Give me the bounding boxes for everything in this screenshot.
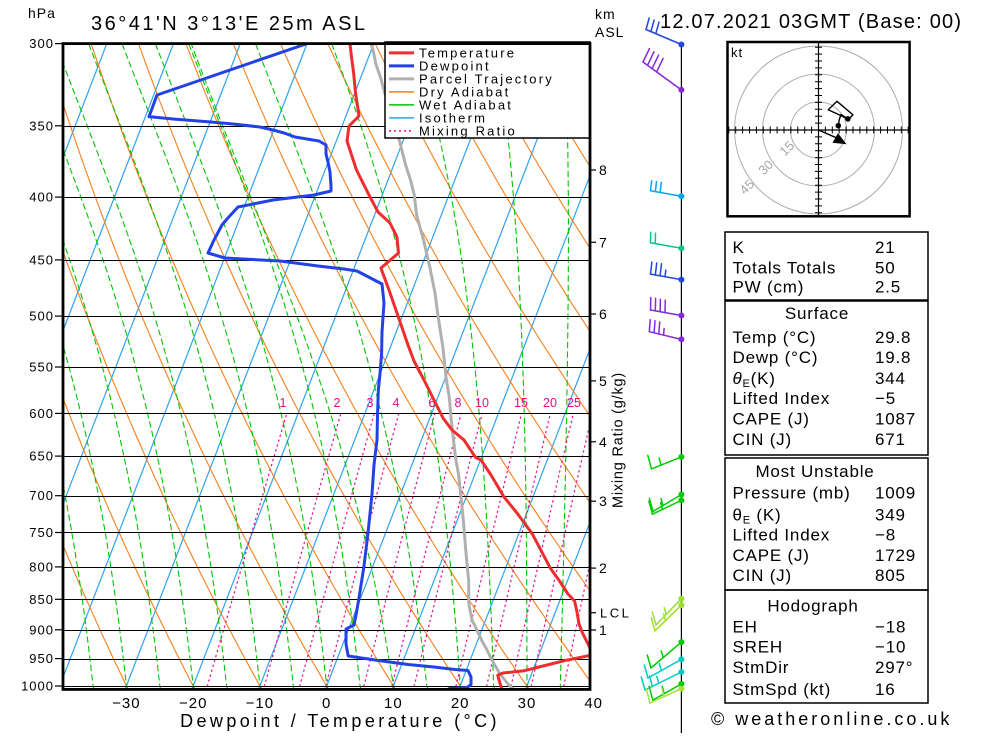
svg-text:950: 950: [29, 651, 54, 666]
svg-text:kt: kt: [731, 45, 743, 60]
svg-text:10: 10: [475, 396, 489, 410]
svg-text:450: 450: [29, 252, 54, 267]
svg-text:0: 0: [322, 695, 331, 712]
svg-text:3: 3: [367, 396, 374, 410]
svg-text:650: 650: [29, 449, 54, 464]
svg-text:30: 30: [518, 695, 537, 712]
svg-text:hPa: hPa: [28, 5, 56, 21]
svg-text:−10: −10: [246, 695, 274, 712]
svg-text:500: 500: [29, 309, 54, 324]
svg-text:344: 344: [875, 369, 906, 388]
svg-text:10: 10: [384, 695, 403, 712]
svg-text:CIN (J): CIN (J): [733, 566, 792, 585]
svg-text:SREH: SREH: [733, 638, 783, 657]
svg-text:1: 1: [599, 622, 607, 638]
svg-text:CIN (J): CIN (J): [733, 430, 792, 449]
svg-text:600: 600: [29, 406, 54, 421]
svg-text:ASL: ASL: [595, 24, 624, 40]
svg-text:350: 350: [29, 118, 54, 133]
svg-text:−10: −10: [875, 638, 906, 657]
svg-text:15: 15: [514, 396, 528, 410]
svg-text:Totals Totals: Totals Totals: [733, 259, 837, 278]
svg-text:750: 750: [29, 525, 54, 540]
svg-text:1729: 1729: [875, 546, 916, 565]
svg-text:Mixing Ratio (g/kg): Mixing Ratio (g/kg): [611, 372, 627, 508]
svg-text:LCL: LCL: [600, 606, 631, 621]
svg-text:4: 4: [599, 434, 607, 450]
svg-text:1000: 1000: [21, 679, 54, 694]
svg-text:300: 300: [29, 36, 54, 51]
svg-text:8: 8: [599, 162, 607, 178]
svg-text:θE (K): θE (K): [733, 506, 782, 527]
svg-text:km: km: [595, 6, 616, 22]
svg-text:CAPE (J): CAPE (J): [733, 546, 810, 565]
svg-text:Lifted Index: Lifted Index: [733, 526, 831, 545]
svg-text:2: 2: [599, 560, 607, 576]
svg-text:6: 6: [599, 306, 607, 322]
svg-text:349: 349: [875, 506, 906, 525]
svg-text:Lifted Index: Lifted Index: [733, 389, 831, 408]
svg-text:12.07.2021 03GMT (Base: 00): 12.07.2021 03GMT (Base: 00): [660, 11, 962, 33]
svg-text:16: 16: [875, 680, 896, 699]
svg-text:StmDir: StmDir: [733, 658, 790, 677]
svg-text:400: 400: [29, 190, 54, 205]
svg-text:21: 21: [875, 238, 896, 257]
svg-text:40: 40: [584, 695, 603, 712]
svg-text:36°41'N 3°13'E 25m ASL: 36°41'N 3°13'E 25m ASL: [91, 13, 368, 35]
svg-text:Dewpoint / Temperature (°C): Dewpoint / Temperature (°C): [180, 711, 500, 731]
svg-text:1009: 1009: [875, 484, 916, 503]
svg-text:3: 3: [599, 493, 607, 509]
svg-text:20: 20: [451, 695, 470, 712]
svg-text:25: 25: [567, 396, 581, 410]
svg-text:Hodograph: Hodograph: [767, 596, 858, 615]
svg-text:Mixing Ratio: Mixing Ratio: [419, 123, 517, 138]
svg-text:671: 671: [875, 430, 906, 449]
svg-text:Pressure (mb): Pressure (mb): [733, 484, 851, 503]
svg-text:PW (cm): PW (cm): [733, 278, 805, 297]
svg-text:700: 700: [29, 488, 54, 503]
svg-text:StmSpd (kt): StmSpd (kt): [733, 680, 832, 699]
svg-text:© weatheronline.co.uk: © weatheronline.co.uk: [711, 709, 952, 729]
svg-text:805: 805: [875, 566, 906, 585]
svg-text:θE(K): θE(K): [733, 369, 776, 390]
svg-text:K: K: [733, 238, 745, 257]
svg-text:8: 8: [455, 396, 462, 410]
svg-text:Temp (°C): Temp (°C): [733, 328, 817, 347]
svg-text:CAPE (J): CAPE (J): [733, 410, 810, 429]
svg-text:−5: −5: [875, 389, 896, 408]
svg-text:800: 800: [29, 559, 54, 574]
svg-text:1: 1: [280, 396, 287, 410]
svg-text:EH: EH: [733, 618, 758, 637]
svg-text:550: 550: [29, 360, 54, 375]
svg-text:297°: 297°: [875, 658, 913, 677]
svg-text:7: 7: [599, 234, 607, 250]
svg-text:−30: −30: [112, 695, 140, 712]
svg-text:5: 5: [599, 373, 607, 389]
svg-text:−18: −18: [875, 618, 906, 637]
svg-text:2: 2: [334, 396, 341, 410]
svg-text:2.5: 2.5: [875, 278, 901, 297]
svg-text:Dewp (°C): Dewp (°C): [733, 348, 819, 367]
svg-text:900: 900: [29, 622, 54, 637]
svg-text:19.8: 19.8: [875, 348, 911, 367]
svg-text:−8: −8: [875, 526, 896, 545]
svg-text:−20: −20: [179, 695, 207, 712]
svg-text:850: 850: [29, 592, 54, 607]
svg-text:29.8: 29.8: [875, 328, 911, 347]
svg-text:1087: 1087: [875, 410, 916, 429]
svg-text:Most Unstable: Most Unstable: [755, 462, 874, 481]
svg-text:20: 20: [543, 396, 557, 410]
svg-text:4: 4: [393, 396, 400, 410]
svg-text:50: 50: [875, 259, 896, 278]
svg-text:Surface: Surface: [785, 304, 849, 323]
